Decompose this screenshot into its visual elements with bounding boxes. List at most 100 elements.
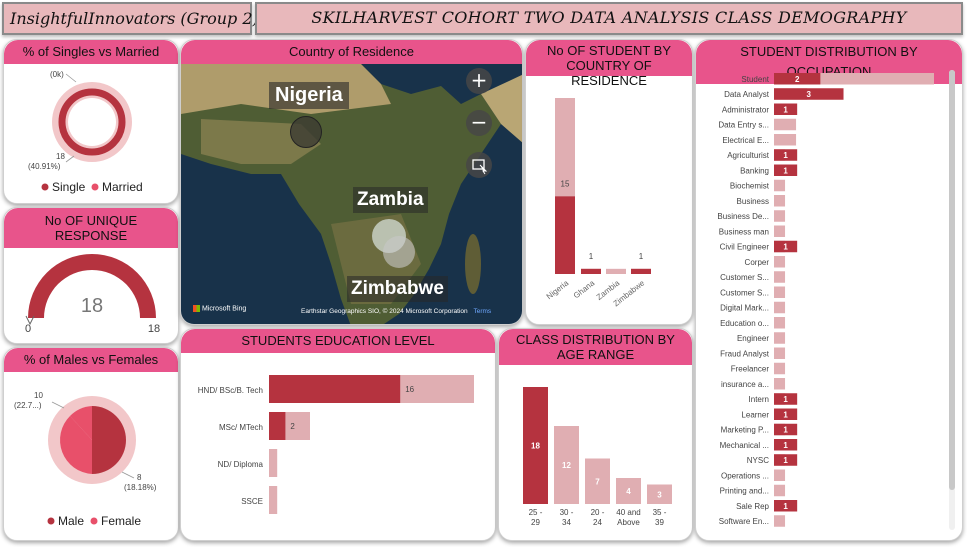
occupation-bar-value[interactable]	[774, 408, 798, 421]
occupation-bar-total[interactable]	[774, 179, 786, 192]
age-bar[interactable]	[585, 458, 610, 505]
age-category-label: 34	[562, 518, 571, 527]
occupation-category-label: Data Analyst	[724, 90, 770, 99]
age-category-label: 24	[593, 518, 602, 527]
occupation-bar-total[interactable]	[774, 225, 786, 238]
occupation-bar-total[interactable]	[774, 271, 786, 283]
bing-logo: Microsoft Bing	[193, 305, 246, 312]
map-view[interactable]: Nigeria Zambia Zimbabwe + − Microsoft Bi…	[181, 64, 523, 325]
occupation-category-label: Business	[737, 197, 769, 206]
group-title: InsightfulInnovators (Group 2)	[10, 9, 259, 28]
occupation-bar-total[interactable]	[774, 256, 786, 268]
occupation-bar-value[interactable]	[774, 393, 798, 405]
education-data-label: 2	[290, 422, 295, 431]
age-bar[interactable]	[647, 484, 672, 505]
zimbabwe-bubble[interactable]	[383, 236, 415, 268]
occupation-bar-total[interactable]	[774, 332, 786, 344]
occupation-category-label: Customer S...	[720, 288, 769, 297]
occupation-bar-value[interactable]	[774, 240, 798, 253]
occupation-category-label: Sale Rep	[736, 502, 769, 511]
occupation-bar-total[interactable]	[774, 317, 786, 329]
occupation-bar-value[interactable]	[774, 88, 844, 100]
occupation-bar-total[interactable]	[774, 347, 786, 360]
occupation-category-label: Administrator	[722, 105, 769, 114]
occupation-bar-total[interactable]	[774, 484, 786, 497]
marital-top-label: (0k)	[50, 70, 64, 79]
gauge-max-label: 18	[148, 323, 160, 335]
male-slice[interactable]	[92, 406, 126, 474]
legend-single-marker	[41, 183, 49, 191]
country-bar-value[interactable]	[581, 268, 601, 274]
age-data-label: 7	[595, 477, 600, 486]
occupation-category-label: Software En...	[719, 517, 769, 526]
age-data-label: 4	[626, 487, 631, 496]
occupation-scrollbar-thumb[interactable]	[949, 70, 955, 490]
occupation-bar-total[interactable]	[774, 469, 786, 482]
country-data-label: 1	[589, 252, 594, 261]
age-bar[interactable]	[554, 426, 579, 504]
map-terms-link[interactable]: Terms	[473, 308, 492, 315]
age-bar[interactable]	[616, 478, 641, 504]
age-category-label: 25 -	[529, 508, 543, 517]
occupation-bar-total[interactable]	[774, 515, 786, 527]
occupation-category-label: Data Entry s...	[718, 121, 769, 130]
occupation-data-label: 1	[783, 426, 788, 435]
occupation-bar-value[interactable]	[774, 103, 798, 116]
age-category-label: 39	[655, 518, 664, 527]
occupation-data-label: 1	[783, 105, 788, 114]
occupation-bar-total[interactable]	[774, 286, 786, 299]
occupation-bar-value[interactable]	[774, 423, 798, 436]
occupation-bar-total[interactable]	[774, 362, 786, 375]
occupation-category-label: Freelancer	[731, 365, 770, 374]
occupation-bar-value[interactable]	[774, 500, 798, 512]
education-bar-value[interactable]	[269, 412, 286, 440]
zoom-in-icon[interactable]: +	[466, 68, 492, 94]
occupation-bar-total[interactable]	[774, 195, 786, 207]
map-satellite[interactable]	[181, 64, 523, 325]
occupation-category-label: Engineer	[737, 334, 769, 343]
map-credit: Earthstar Geographics SIO, © 2024 Micros…	[301, 308, 492, 315]
occupation-bar-total[interactable]	[774, 134, 797, 146]
occupation-bar-total[interactable]	[774, 378, 786, 390]
select-icon[interactable]	[466, 152, 492, 178]
country-data-label: 15	[561, 179, 570, 188]
occupation-bar-value[interactable]	[774, 164, 798, 177]
occupation-category-label: Corper	[745, 258, 770, 267]
occupation-bar-value[interactable]	[774, 439, 798, 451]
single-slice[interactable]	[58, 88, 126, 156]
occupation-scrollbar-track[interactable]	[949, 70, 955, 530]
country-bar-value[interactable]	[555, 196, 575, 274]
zoom-out-icon[interactable]: −	[466, 110, 492, 136]
nigeria-bubble[interactable]	[290, 116, 322, 148]
marital-bottom-value: 18	[56, 152, 65, 161]
country-data-label: 1	[639, 252, 644, 261]
age-bar[interactable]	[523, 387, 548, 504]
occupation-category-label: Printing and...	[720, 487, 769, 496]
female-slice[interactable]	[60, 416, 92, 474]
age-category-label: Above	[617, 518, 640, 527]
gender-bottom-value: 8	[137, 473, 142, 482]
education-bar-total[interactable]	[269, 486, 278, 514]
occupation-bar-total[interactable]	[774, 301, 786, 314]
education-category-label: HND/ BSc/B. Tech	[198, 386, 263, 395]
occupation-bar-total[interactable]	[774, 73, 934, 85]
gender-card-title: % of Males vs Females	[4, 348, 178, 372]
occupation-bar-value[interactable]	[774, 73, 821, 85]
country-bar-value[interactable]	[631, 268, 651, 274]
education-bar-total[interactable]	[269, 449, 278, 477]
main-title-banner: SKILHARVEST COHORT TWO DATA ANALYSIS CLA…	[255, 2, 963, 35]
occupation-category-label: Agriculturist	[727, 151, 770, 160]
age-data-label: 12	[562, 461, 571, 470]
occupation-bar-value[interactable]	[774, 454, 798, 466]
occupation-category-label: Business man	[719, 227, 769, 236]
education-bar-value[interactable]	[269, 375, 401, 403]
country-bar-total[interactable]	[606, 268, 626, 274]
education-category-label: ND/ Diploma	[218, 460, 264, 469]
occupation-bar-value[interactable]	[774, 149, 798, 161]
gauge-arc[interactable]	[28, 254, 156, 318]
marital-donut-chart: (0k) 18 (40.91%) Single Married	[28, 70, 143, 194]
occupation-bar-total[interactable]	[774, 210, 786, 222]
occupation-bar-total[interactable]	[774, 118, 797, 131]
